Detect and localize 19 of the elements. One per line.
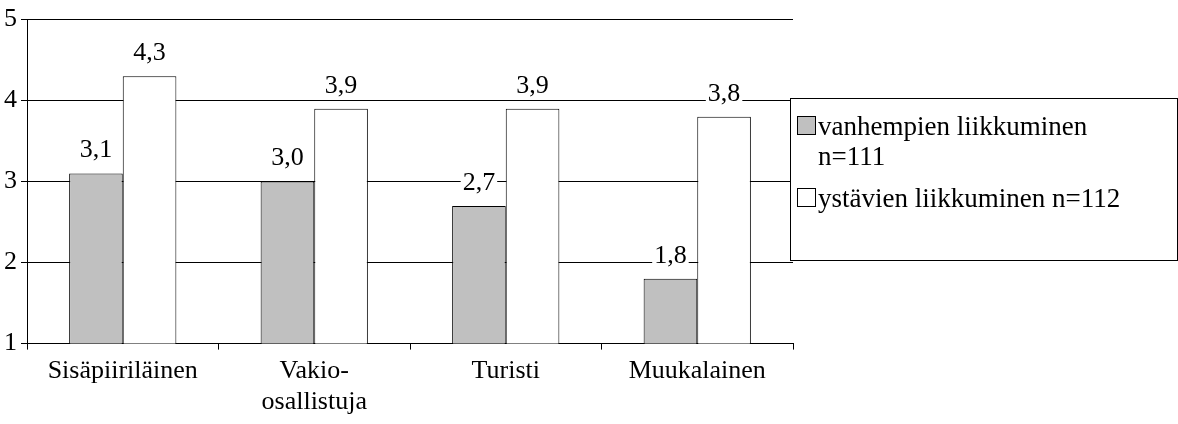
data-label: 3,0	[271, 142, 304, 172]
data-label: 3,9	[324, 69, 358, 99]
data-label: 3,9	[516, 69, 549, 99]
y-tick-label: 2	[4, 246, 17, 276]
legend-label: vanhempien liikkuminen n=111	[818, 111, 1089, 171]
y-tick-label: 5	[4, 3, 17, 33]
data-label: 4,3	[133, 37, 166, 67]
x-tick-label: Turisti	[471, 355, 540, 385]
x-tick-label: Sisäpiiriläinen	[47, 355, 198, 385]
y-tick-label: 4	[4, 84, 17, 114]
data-label: 1,8	[654, 239, 687, 269]
data-label: 2,7	[462, 166, 496, 196]
x-tick-label: Vakio-osallistuja	[261, 355, 368, 416]
data-label: 3,8	[707, 77, 741, 107]
legend-panel: vanhempien liikkuminen n=111 ystävien liikkuminen n=112	[790, 98, 1178, 261]
data-label: 3,1	[79, 134, 113, 164]
y-tick-label: 3	[4, 165, 17, 195]
x-tick-label: Muukalainen	[628, 355, 766, 385]
y-tick-label: 1	[4, 327, 17, 357]
